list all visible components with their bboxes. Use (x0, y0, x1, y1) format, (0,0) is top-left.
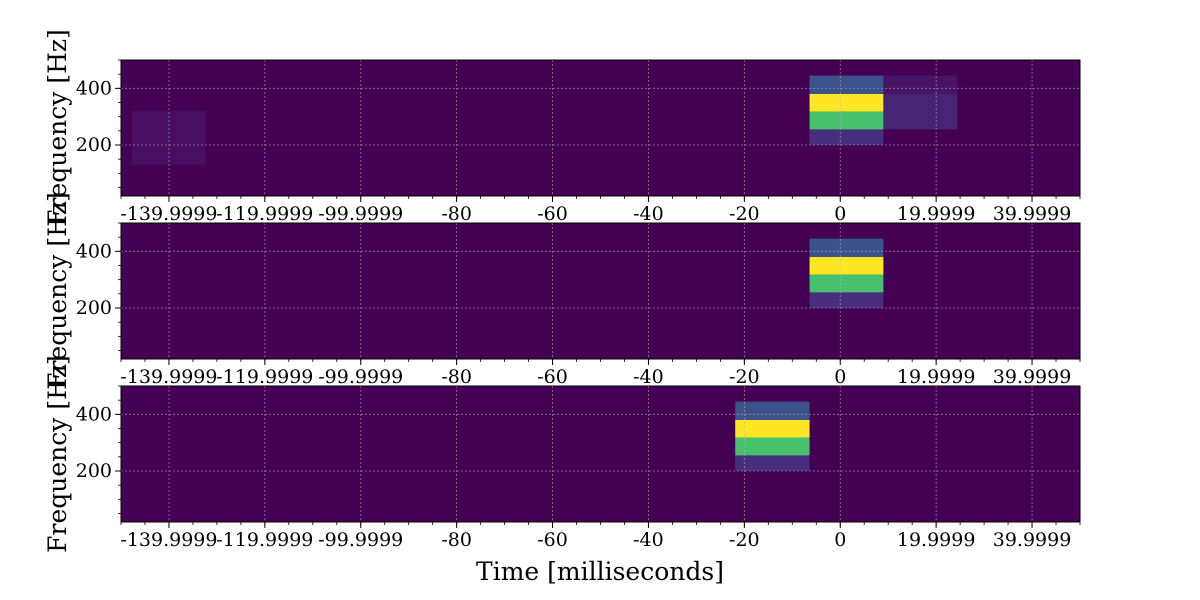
x-tick-label: -20 (729, 203, 760, 225)
y-tick-label: 400 (76, 240, 112, 262)
x-tick-label: 19.9999 (897, 203, 976, 225)
heatmap-cell (735, 401, 810, 420)
x-tick-label: -99.9999 (318, 366, 403, 388)
y-tick-label: 200 (76, 460, 112, 482)
panel-background (121, 386, 1080, 522)
x-tick-label: -99.9999 (318, 529, 403, 551)
x-tick-label: 19.9999 (897, 366, 976, 388)
heatmap-cell (735, 420, 810, 438)
x-axis-label: Time [milliseconds] (476, 557, 724, 586)
x-tick-label: -99.9999 (318, 203, 403, 225)
x-tick-label: -40 (633, 203, 664, 225)
x-tick-label: -139.9999 (120, 203, 217, 225)
heatmap-cell (883, 75, 958, 94)
y-tick-label: 400 (76, 77, 112, 99)
heatmap-cell (735, 455, 810, 471)
x-tick-label: -60 (537, 366, 568, 388)
x-tick-label: -119.9999 (216, 366, 313, 388)
panel-background (121, 223, 1080, 359)
heatmap-cell (809, 238, 884, 257)
x-tick-label: -60 (537, 203, 568, 225)
x-tick-label: -80 (441, 203, 472, 225)
x-tick-label: -60 (537, 529, 568, 551)
panel-3: -139.9999-119.9999 -99.9999 -80 -60 -40 -20 0 1… (43, 355, 1081, 553)
x-tick-label: -80 (441, 529, 472, 551)
x-tick-label: -119.9999 (216, 529, 313, 551)
y-axis-label: Frequency [Hz] (43, 29, 72, 227)
y-axis-label: Frequency [Hz] (43, 192, 72, 390)
heatmap-cell (809, 75, 884, 94)
y-tick-label: 200 (76, 134, 112, 156)
heatmap-cell (809, 111, 884, 130)
x-tick-label: 0 (834, 203, 846, 225)
y-axis-label: Frequency [Hz] (43, 355, 72, 553)
heatmap-cell (809, 292, 884, 308)
y-tick-label: 400 (76, 403, 112, 425)
x-tick-label: -40 (633, 366, 664, 388)
x-tick-label: 39.9999 (993, 203, 1072, 225)
panel-2: -139.9999-119.9999 -99.9999 -80 -60 -40 -20 0 1… (43, 192, 1081, 390)
x-tick-label: 39.9999 (993, 366, 1072, 388)
heatmap-cell (809, 94, 884, 112)
x-tick-label: 39.9999 (993, 529, 1072, 551)
x-tick-label: 0 (834, 366, 846, 388)
heatmap-cell (735, 437, 810, 456)
heatmap-cell (809, 257, 884, 275)
x-tick-label: -40 (633, 529, 664, 551)
heatmap-cell (883, 94, 958, 130)
x-tick-label: 19.9999 (897, 529, 976, 551)
heatmap-cell (809, 129, 884, 145)
heatmap-cell (809, 274, 884, 293)
x-tick-label: 0 (834, 529, 846, 551)
x-tick-label: -119.9999 (216, 203, 313, 225)
x-tick-label: -139.9999 (120, 529, 217, 551)
x-tick-label: -20 (729, 529, 760, 551)
y-tick-label: 200 (76, 297, 112, 319)
x-tick-label: -20 (729, 366, 760, 388)
panel-1: -139.9999-119.9999 -99.9999 -80 -60 -40 -20 0 1… (43, 29, 1081, 227)
panels-layer: -139.9999-119.9999 -99.9999 -80 -60 -40 -20 0 1… (43, 29, 1081, 553)
x-tick-label: -80 (441, 366, 472, 388)
x-tick-label: -139.9999 (120, 366, 217, 388)
